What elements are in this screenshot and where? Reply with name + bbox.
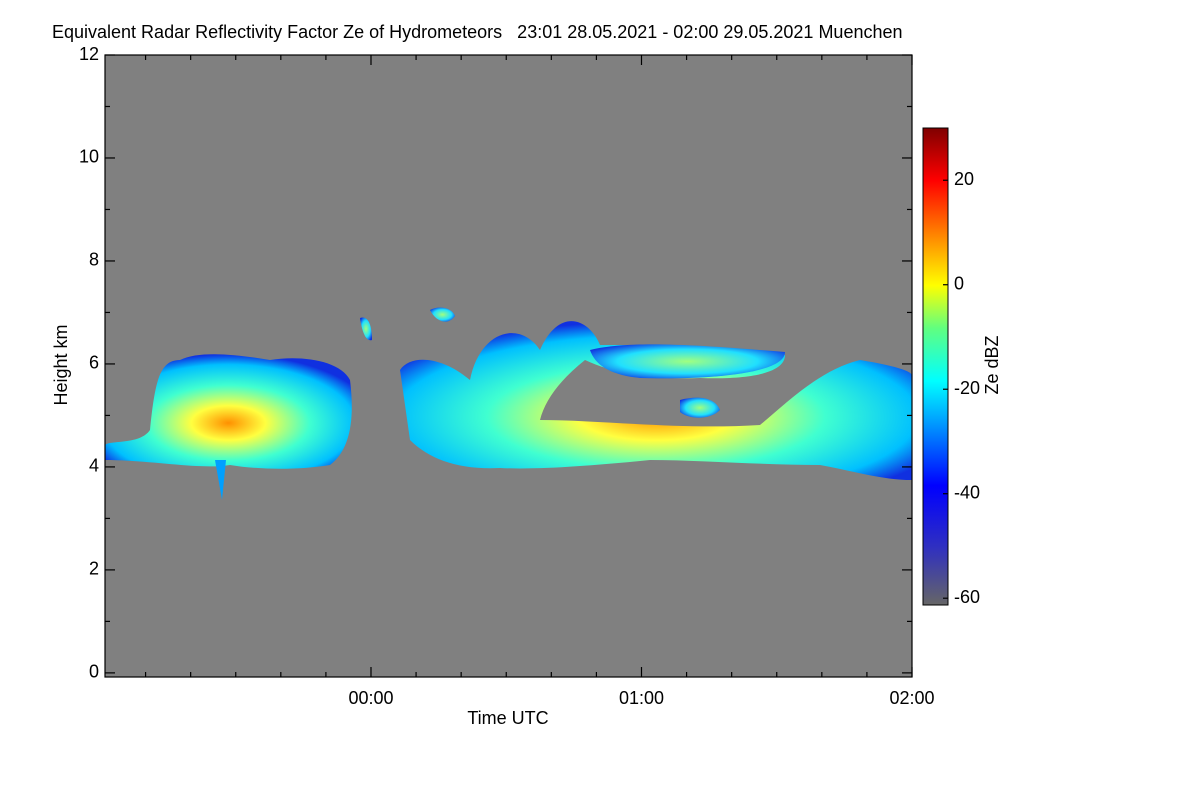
y-tick-label: 0 [89, 662, 99, 682]
x-axis-label: Time UTC [467, 708, 548, 728]
chart-title: Equivalent Radar Reflectivity Factor Ze … [52, 22, 903, 42]
y-tick-label: 2 [89, 559, 99, 579]
colorbar-tick-label: 0 [954, 273, 964, 293]
colorbar [922, 127, 949, 606]
x-tick-label: 01:00 [619, 688, 664, 708]
colorbar-tick-label: -60 [954, 587, 980, 607]
colorbar-tick-label: 20 [954, 169, 974, 189]
y-tick-label: 4 [89, 456, 99, 476]
y-tick-label: 12 [79, 44, 99, 64]
colorbar-label: Ze dBZ [982, 335, 1002, 394]
y-tick-label: 6 [89, 353, 99, 373]
x-tick-label: 02:00 [889, 688, 934, 708]
x-tick-label: 00:00 [348, 688, 393, 708]
echo-field [105, 307, 912, 500]
y-tick-label: 10 [79, 147, 99, 167]
y-axis-label: Height km [51, 324, 71, 405]
y-tick-label: 8 [89, 250, 99, 270]
colorbar-tick-label: -40 [954, 482, 980, 502]
colorbar-tick-label: -20 [954, 378, 980, 398]
plot-frame [104, 54, 913, 678]
